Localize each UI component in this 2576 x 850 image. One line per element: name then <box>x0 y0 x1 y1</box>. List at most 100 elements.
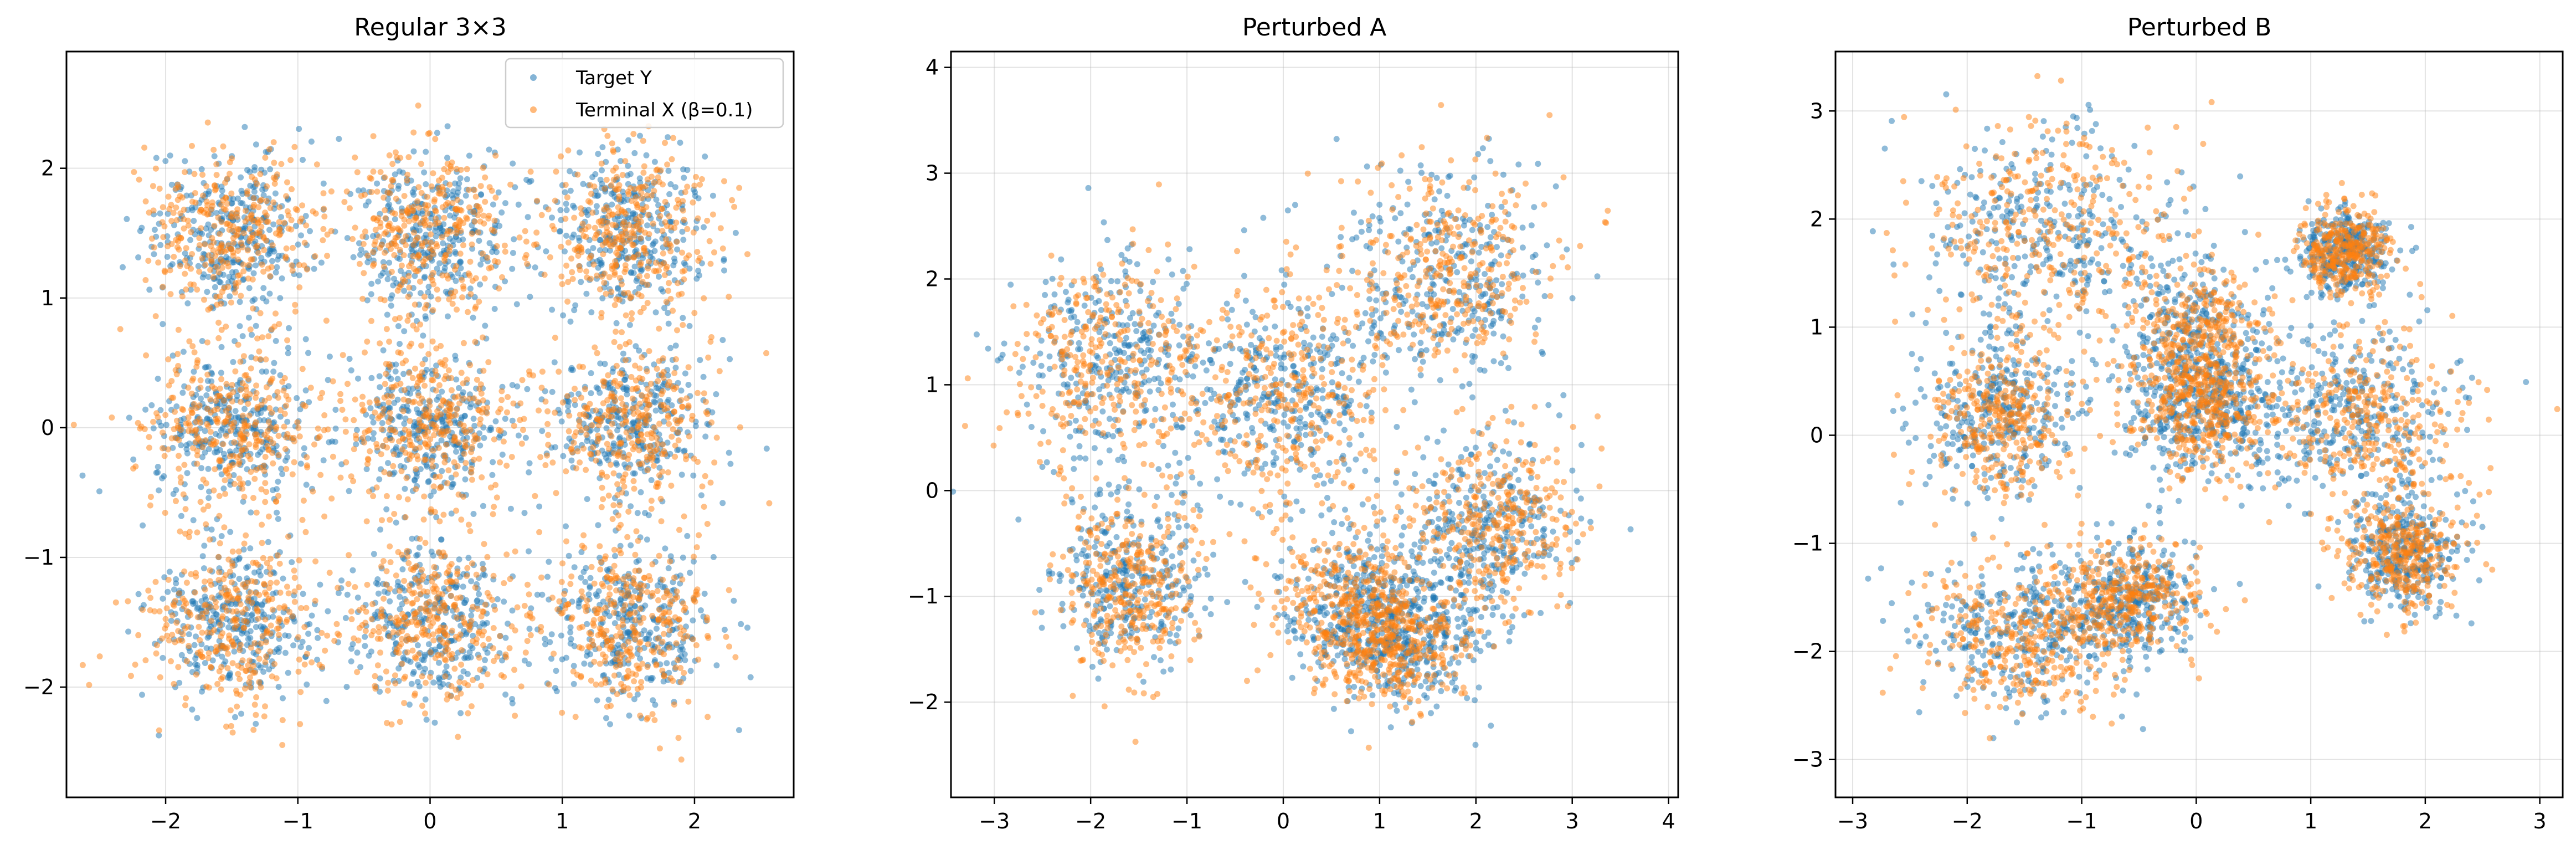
scatter-point <box>319 390 326 396</box>
scatter-point <box>620 198 627 204</box>
scatter-point <box>183 245 189 252</box>
scatter-point <box>563 538 569 545</box>
scatter-point <box>232 714 238 720</box>
scatter-point <box>410 670 417 677</box>
scatter-point <box>681 175 687 181</box>
scatter-point <box>486 146 492 153</box>
scatter-point <box>476 386 483 392</box>
scatter-point <box>158 422 164 429</box>
scatter-point <box>584 274 590 281</box>
scatter-point <box>161 453 168 459</box>
scatter-point <box>692 189 698 196</box>
scatter-point <box>217 540 223 546</box>
scatter-point <box>224 201 230 207</box>
scatter-point <box>468 578 475 585</box>
scatter-point <box>362 202 369 209</box>
scatter-point <box>637 235 644 242</box>
scatter-point <box>644 453 650 460</box>
scatter-point <box>306 621 313 627</box>
scatter-point <box>562 216 569 222</box>
scatter-point <box>217 293 223 300</box>
scatter-point <box>702 153 708 160</box>
scatter-point <box>578 279 584 285</box>
scatter-point <box>278 465 285 472</box>
scatter-point <box>421 293 428 300</box>
scatter-point <box>592 224 598 231</box>
scatter-point <box>603 225 610 232</box>
scatter-point <box>323 698 330 704</box>
scatter-point <box>386 471 393 478</box>
scatter-point <box>558 632 564 639</box>
scatter-point <box>275 478 281 485</box>
scatter-point <box>259 262 265 268</box>
scatter-point <box>649 435 655 441</box>
scatter-point <box>466 649 473 656</box>
scatter-point <box>524 386 531 392</box>
scatter-point <box>625 188 631 195</box>
scatter-point <box>502 692 509 698</box>
scatter-point <box>189 377 196 384</box>
scatter-point <box>277 372 284 378</box>
scatter-point <box>580 181 587 187</box>
scatter-point <box>477 421 483 427</box>
scatter-point <box>404 177 410 184</box>
scatter-point <box>686 322 693 329</box>
scatter-point <box>140 522 146 529</box>
scatter-point <box>660 375 667 381</box>
scatter-point <box>386 339 393 345</box>
scatter-point <box>679 249 685 256</box>
scatter-point <box>221 419 228 426</box>
scatter-point <box>317 581 323 588</box>
scatter-point <box>175 628 182 634</box>
scatter-point <box>471 218 478 225</box>
scatter-point <box>239 609 246 616</box>
scatter-point <box>441 459 448 465</box>
scatter-point <box>357 252 363 258</box>
scatter-point <box>247 326 254 333</box>
scatter-point <box>242 218 249 225</box>
scatter-point <box>279 378 286 385</box>
scatter-point <box>203 608 209 615</box>
scatter-point <box>279 471 286 478</box>
scatter-point <box>419 243 425 249</box>
scatter-point <box>164 632 171 639</box>
scatter-point <box>444 272 450 279</box>
scatter-point <box>142 406 149 413</box>
scatter-point <box>173 204 179 211</box>
scatter-point <box>225 556 232 563</box>
scatter-point <box>380 347 387 354</box>
scatter-point <box>433 514 440 520</box>
scatter-point <box>382 381 388 387</box>
scatter-point <box>606 408 613 414</box>
scatter-point <box>545 432 552 438</box>
scatter-point <box>79 472 86 479</box>
scatter-point <box>516 234 523 241</box>
scatter-point <box>711 249 717 255</box>
scatter-point <box>711 459 718 466</box>
scatter-point <box>417 290 424 296</box>
scatter-point <box>701 504 707 510</box>
scatter-point <box>684 183 691 190</box>
scatter-point <box>606 274 613 280</box>
scatter-point <box>198 207 204 213</box>
scatter-point <box>211 153 218 160</box>
scatter-point <box>210 274 217 280</box>
scatter-point <box>135 419 141 426</box>
scatter-point <box>191 368 197 375</box>
scatter-point <box>299 366 306 372</box>
scatter-point <box>194 357 201 363</box>
scatter-point <box>598 415 604 422</box>
scatter-point <box>227 529 234 535</box>
scatter-point <box>295 424 302 431</box>
scatter-point <box>683 453 690 459</box>
scatter-point <box>502 416 508 422</box>
scatter-point <box>182 506 189 513</box>
scatter-point <box>385 223 392 229</box>
scatter-point <box>592 171 599 177</box>
scatter-point <box>212 385 218 392</box>
scatter-point <box>429 338 436 345</box>
scatter-point <box>578 211 585 217</box>
scatter-point <box>430 463 436 470</box>
scatter-point <box>285 534 291 540</box>
